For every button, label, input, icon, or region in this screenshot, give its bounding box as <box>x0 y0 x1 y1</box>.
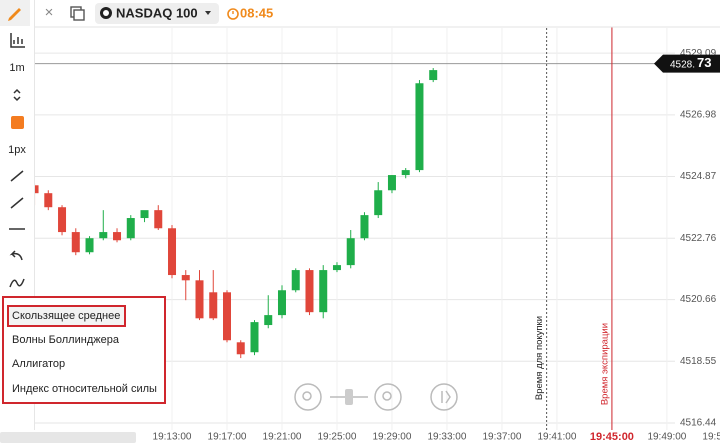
y-tick-label: 4526.98 <box>680 109 717 120</box>
current-price-label: 4528. <box>670 59 695 70</box>
dropdown-caret <box>205 11 211 15</box>
candle-body <box>140 210 149 219</box>
line-width[interactable]: 1px <box>8 144 26 156</box>
candle-body <box>346 238 355 266</box>
candle-body <box>319 270 328 313</box>
current-price-label: 73 <box>697 55 711 70</box>
current-price-badge <box>654 54 720 73</box>
go-to-now-button[interactable] <box>430 383 458 411</box>
x-tick-label: 19:45:00 <box>590 431 634 443</box>
menu-item[interactable]: Аллигатор <box>12 358 65 370</box>
timer: 08:45 <box>240 5 273 20</box>
candle-body <box>44 193 53 208</box>
menu-item[interactable]: Скользящее среднее <box>12 310 120 322</box>
candle-body <box>332 265 341 271</box>
timer-icon <box>227 8 239 20</box>
pencil-icon <box>8 8 21 21</box>
chart-plot <box>35 28 718 430</box>
menu-item-highlight <box>7 305 126 327</box>
x-tick-label: 19:37:00 <box>482 432 521 443</box>
scrollbar[interactable] <box>0 432 136 443</box>
candle-body <box>58 207 67 233</box>
x-tick-label: 19:21:00 <box>263 432 302 443</box>
zoom-out-button[interactable] <box>294 383 322 411</box>
instrument-icon-dot <box>103 10 109 16</box>
y-tick-label: 4529.09 <box>680 48 717 59</box>
candle-body <box>35 185 39 194</box>
candle-body <box>126 218 135 239</box>
x-tick-label: 19:25:00 <box>318 432 357 443</box>
candle-body <box>305 270 314 313</box>
candle-body <box>236 342 245 355</box>
candle-body <box>209 292 218 319</box>
y-tick-label: 4522.76 <box>680 233 717 244</box>
candle-body <box>71 232 80 253</box>
expiry-label: Время экспирации <box>599 323 610 405</box>
buy-time-label: Время для покупки <box>534 316 545 400</box>
zoom-in-button[interactable] <box>374 383 402 411</box>
menu-item[interactable]: Индекс относительной силы <box>12 383 157 395</box>
height-button[interactable] <box>13 88 21 102</box>
candle-body <box>360 215 369 239</box>
candle-body <box>85 238 94 253</box>
candle-body <box>401 170 410 176</box>
indicators-button[interactable] <box>9 278 25 288</box>
timeframe[interactable]: 1m <box>9 62 24 74</box>
y-tick-label: 4520.66 <box>680 294 717 305</box>
candle-body <box>277 290 286 316</box>
y-tick-label: 4524.87 <box>680 171 717 182</box>
line-tool[interactable] <box>10 170 24 182</box>
axes: 4516.44 4518.55 4520.66 4522.76 4524.87 4526.… <box>153 0 720 443</box>
instrument-name: NASDAQ 100 <box>116 5 198 20</box>
candle-body <box>99 232 108 239</box>
zoom-in-glyph <box>382 391 392 401</box>
x-tick-label: 19:29:00 <box>372 432 411 443</box>
go-to-now-glyph <box>441 390 451 404</box>
x-tick-label: 19:13:00 <box>153 432 192 443</box>
candle-body <box>168 228 177 276</box>
candle-body <box>113 232 122 241</box>
candle-body <box>374 190 383 216</box>
x-tick-label: 19:49:00 <box>647 432 686 443</box>
ray-tool[interactable] <box>10 197 24 209</box>
candle-body <box>291 270 300 291</box>
candle-body <box>264 315 273 326</box>
copy-button[interactable] <box>70 6 85 21</box>
candle-body <box>429 70 438 81</box>
zoom-out-glyph <box>302 391 312 401</box>
candle-body <box>154 210 163 229</box>
candle-body <box>223 292 232 341</box>
candle-body <box>195 280 204 319</box>
color-button[interactable] <box>11 116 24 129</box>
x-tick-label: 19:41:00 <box>537 432 576 443</box>
chart-type-button[interactable] <box>10 33 25 48</box>
candle-body <box>181 275 190 281</box>
instrument-selector[interactable] <box>95 3 219 24</box>
menu-item[interactable]: Волны Боллинджера <box>12 334 120 346</box>
x-tick-label: 19:33:00 <box>427 432 466 443</box>
candle-body <box>415 83 424 171</box>
y-tick-label: 4516.44 <box>680 418 717 429</box>
zoom-slider-handle[interactable] <box>345 389 353 405</box>
close-button[interactable]: × <box>45 4 54 21</box>
x-tick-label: 19:17:00 <box>208 432 247 443</box>
candle-body <box>387 175 396 191</box>
undo-button[interactable] <box>9 250 23 261</box>
candle-body <box>250 322 259 353</box>
x-tick-label: 19:53:00 <box>702 432 720 443</box>
y-tick-label: 4518.55 <box>680 356 717 367</box>
